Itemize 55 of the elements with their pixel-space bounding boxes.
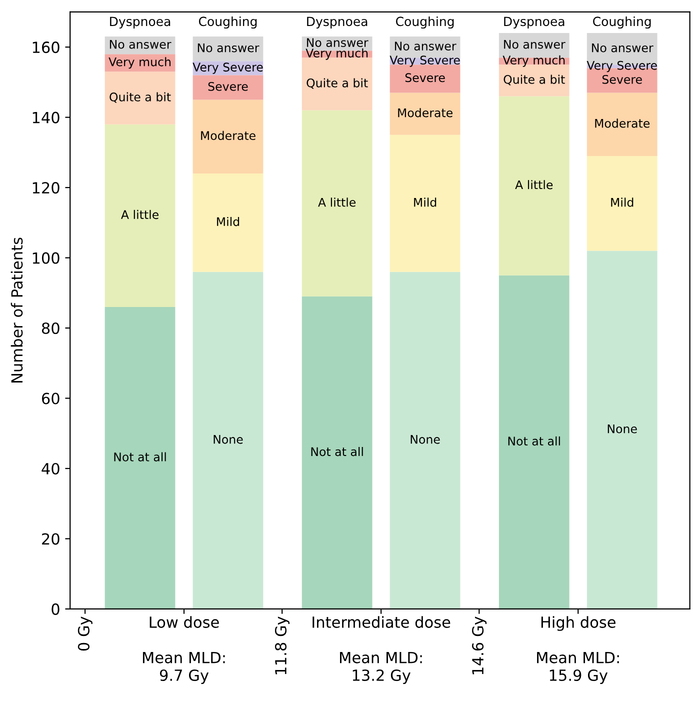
data-label: Mild	[414, 198, 436, 207]
data-label: None	[410, 435, 440, 444]
data-label: Moderate	[201, 130, 256, 140]
data-label: A little	[121, 210, 158, 220]
annotation: Dyspnoea	[504, 16, 564, 29]
data-label: Mild	[217, 216, 240, 226]
data-label: Not at all	[311, 446, 363, 456]
y-axis-title: Number of Patients	[10, 238, 23, 382]
data-label: Quite a bit	[110, 92, 171, 103]
y-tick-label: 120	[32, 182, 60, 194]
data-label: Very much	[502, 55, 565, 67]
data-label: No answer	[592, 43, 654, 52]
annotation: Dyspnoea	[110, 16, 170, 29]
data-label: Severe	[602, 74, 642, 84]
data-label: Quite a bit	[306, 78, 368, 89]
text: High dose Mean MLD: 15.9 Gy	[537, 616, 619, 684]
data-label: None	[608, 424, 637, 434]
annotation: Coughing	[198, 16, 257, 29]
data-label: Severe	[208, 82, 248, 91]
text: Intermediate dose Mean MLD: 13.2 Gy	[312, 616, 450, 684]
data-label: Very Severe	[390, 56, 460, 67]
data-label: Not at all	[114, 452, 166, 462]
data-label: Moderate	[398, 108, 452, 118]
y-tick-label: 100	[32, 252, 60, 264]
data-label: Moderate	[595, 118, 650, 128]
text: 14.6 Gy	[472, 616, 487, 674]
data-label: No answer	[110, 40, 172, 49]
y-tick-label: 160	[32, 42, 60, 54]
data-label: Very Severe	[192, 62, 263, 74]
data-label: Quite a bit	[504, 74, 565, 86]
y-tick-label: 0	[52, 603, 60, 615]
data-label: None	[214, 435, 243, 444]
data-label: A little	[515, 180, 553, 190]
data-label: No answer	[307, 38, 368, 47]
y-tick-label: 60	[42, 392, 60, 404]
y-tick-label: 20	[42, 533, 60, 545]
text: Low dose Mean MLD: 9.7 Gy	[142, 616, 225, 684]
data-label: Very much	[306, 48, 368, 60]
y-tick-label: 140	[32, 112, 60, 124]
data-label: No answer	[394, 42, 456, 51]
data-label: No answer	[198, 43, 260, 52]
y-tick-label: 80	[42, 322, 60, 334]
data-label: No answer	[504, 40, 566, 49]
data-label: A little	[318, 198, 356, 207]
y-tick-label: 40	[42, 462, 60, 475]
text: 0 Gy	[78, 616, 92, 651]
text: 11.8 Gy	[274, 616, 290, 674]
annotation: Coughing	[593, 16, 651, 29]
annotation: Coughing	[396, 16, 454, 29]
data-label: Not at all	[508, 436, 560, 446]
data-label: Very much	[108, 57, 171, 69]
data-label: Mild	[611, 198, 634, 207]
data-label: Severe	[405, 73, 445, 82]
annotation: Dyspnoea	[307, 16, 368, 29]
data-label: Very Severe	[586, 60, 657, 72]
